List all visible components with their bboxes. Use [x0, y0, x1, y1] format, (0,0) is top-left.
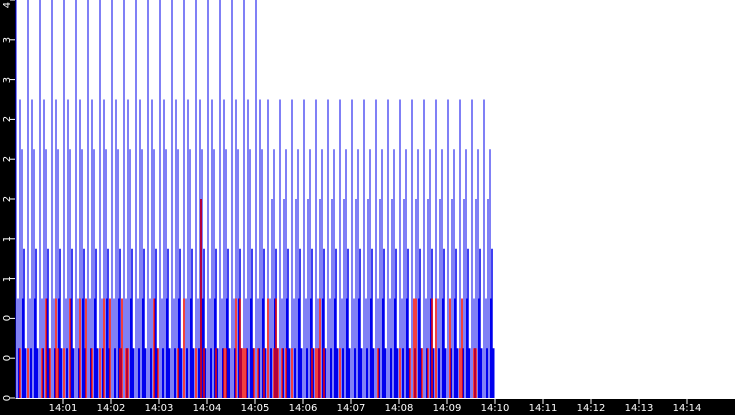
x-tick-label: 14:05: [240, 403, 270, 414]
plot-background: [15, 0, 735, 399]
y-tick-label: 2: [2, 116, 13, 123]
x-tick-label: 14:04: [192, 403, 222, 414]
x-tick-label: 14:11: [528, 403, 558, 414]
x-tick-label: 14:02: [96, 403, 126, 414]
y-tick-label: 1: [2, 235, 13, 242]
y-tick-label: 3: [2, 36, 13, 43]
y-tick-label: 1: [2, 275, 13, 282]
y-axis-ticks: [10, 0, 15, 399]
y-tick-label: 2: [2, 195, 13, 203]
y-tick-label: 0: [2, 394, 13, 402]
y-tick-label: 0: [2, 315, 13, 322]
y-tick-label: 4: [2, 1, 13, 9]
x-tick-label: 14:12: [576, 403, 606, 414]
y-tick-label: 3: [2, 76, 13, 83]
y-tick-label: 2: [2, 156, 13, 163]
x-tick-label: 14:13: [624, 403, 654, 414]
x-tick-label: 14:08: [384, 403, 414, 414]
x-axis-ticks: [62, 399, 688, 404]
x-tick-label: 14:01: [48, 403, 78, 414]
x-tick-label: 14:03: [144, 403, 174, 414]
x-tick-label: 14:09: [432, 403, 462, 414]
x-tick-label: 14:14: [672, 403, 702, 414]
x-axis-band: [0, 399, 735, 415]
x-tick-label: 14:06: [288, 403, 318, 414]
y-tick-label: 0: [2, 355, 13, 362]
red-series: [19, 199, 477, 398]
x-tick-label: 14:10: [480, 403, 510, 414]
x-tick-label: 14:07: [336, 403, 366, 414]
